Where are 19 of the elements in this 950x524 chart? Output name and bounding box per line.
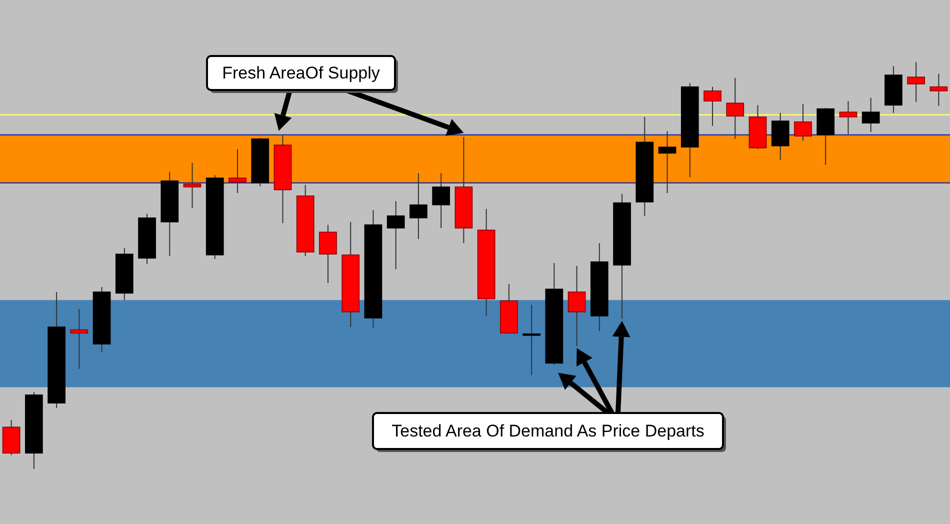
candlestick: [658, 130, 676, 194]
candlestick: [704, 86, 722, 126]
candlestick: [70, 308, 88, 370]
candlestick: [839, 100, 858, 135]
candlestick: [319, 224, 337, 284]
candlestick: [228, 148, 246, 194]
annotation: Fresh AreaOf Supply: [222, 64, 380, 82]
candlestick: [794, 103, 812, 142]
annotation: Tested Area Of Demand As Price Departs: [392, 422, 704, 440]
candlestick: [522, 304, 540, 376]
candlestick: [432, 172, 450, 229]
candlestick: [726, 77, 744, 140]
candlestick: [410, 172, 428, 240]
candlestick: [183, 162, 202, 209]
candlestick: [907, 62, 926, 102]
candlestick: [568, 265, 586, 347]
candlestick: [862, 97, 880, 133]
candlestick: [386, 200, 405, 270]
candlestick: [930, 73, 948, 106]
